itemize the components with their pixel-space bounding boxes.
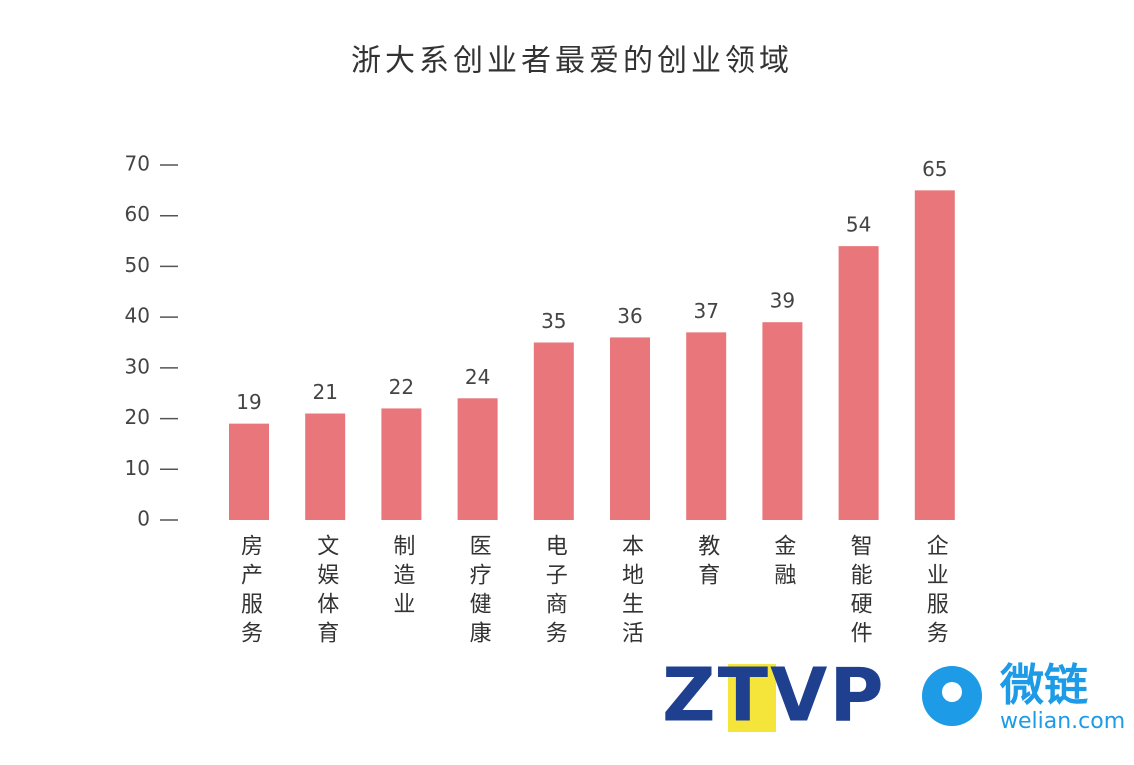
- x-tick-label: 教育: [694, 534, 720, 592]
- x-tick-label: 金融: [770, 534, 796, 592]
- y-tick-label: 70: [125, 152, 150, 176]
- value-label: 37: [693, 299, 718, 323]
- value-label: 54: [846, 213, 871, 237]
- y-tick-label: 20: [125, 405, 150, 429]
- value-label: 19: [236, 390, 261, 414]
- x-tick-label: 房产服务: [237, 534, 263, 650]
- bar: [914, 190, 955, 520]
- bar: [686, 332, 727, 520]
- logo-highlight: [728, 664, 776, 732]
- x-tick-label: 本地生活: [618, 534, 644, 650]
- bar: [229, 423, 269, 520]
- logo-url: welian.com: [1000, 709, 1125, 734]
- y-tick-label: 0: [137, 507, 150, 531]
- x-tick-label: 医疗健康: [466, 534, 492, 650]
- chart-title: 浙大系创业者最爱的创业领域: [351, 44, 793, 79]
- x-tick-label: 智能硬件: [847, 534, 873, 650]
- bar: [381, 408, 422, 520]
- y-tick-label: 40: [125, 304, 150, 328]
- value-label: 65: [922, 157, 947, 181]
- value-label: 36: [617, 304, 642, 328]
- logo-area: ZTVP 微链 welian.com: [662, 653, 1125, 739]
- value-label: 24: [465, 365, 490, 389]
- bar: [610, 337, 650, 520]
- logo-welian: 微链: [999, 660, 1088, 711]
- y-tick-label: 60: [125, 202, 150, 226]
- y-tick-label: 50: [125, 253, 150, 277]
- bar: [838, 246, 879, 520]
- x-tick-label: 制造业: [389, 534, 415, 621]
- value-label: 22: [389, 375, 414, 399]
- x-tick-label: 文娱体育: [313, 534, 339, 650]
- y-tick-label: 30: [125, 354, 150, 378]
- logo-ztvp: ZTVP: [662, 653, 886, 739]
- logo-icon-eye: [942, 682, 962, 702]
- bar: [305, 413, 346, 520]
- value-label: 39: [770, 289, 795, 313]
- x-tick-label: 企业服务: [923, 534, 949, 650]
- bar: [533, 342, 574, 520]
- bar: [457, 398, 498, 520]
- value-label: 35: [541, 309, 566, 333]
- bar: [762, 322, 803, 520]
- y-tick-label: 10: [125, 456, 150, 480]
- x-tick-label: 电子商务: [542, 534, 567, 650]
- value-label: 21: [312, 380, 337, 404]
